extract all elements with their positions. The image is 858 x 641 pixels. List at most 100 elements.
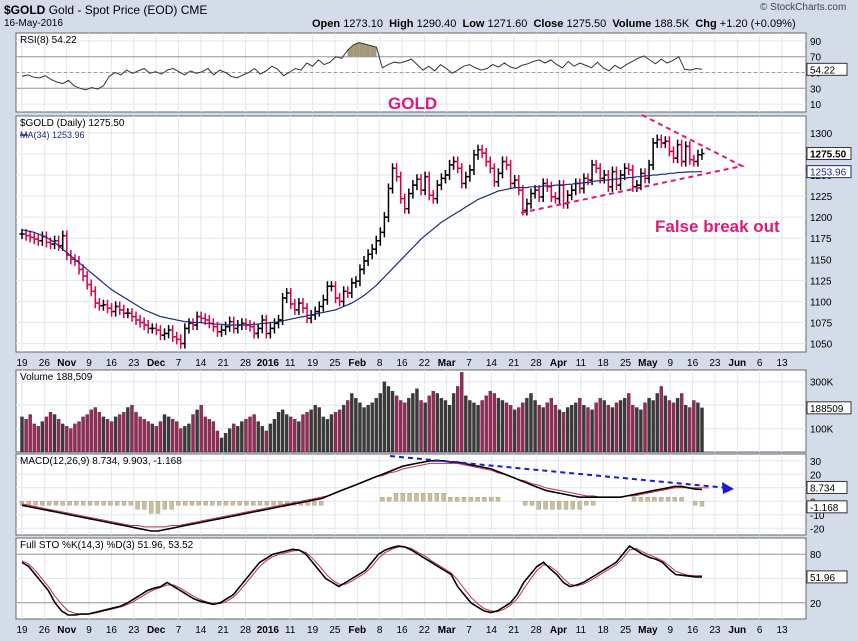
macd-histogram-bar <box>489 497 494 502</box>
volume-bar <box>256 421 260 453</box>
volume-bar <box>659 386 663 453</box>
header-title-row: $GOLD Gold - Spot Price (EOD) CME <box>4 3 207 17</box>
volume-bar <box>688 407 692 453</box>
watermark: © StockCharts.com <box>760 2 847 13</box>
y-tick-label-macd: 20 <box>810 470 822 481</box>
x-tick-label-mid: Feb <box>348 358 366 369</box>
macd-histogram-bar <box>495 497 501 502</box>
macd-histogram-bar <box>577 501 582 510</box>
macd-divergence-arrow <box>389 455 729 489</box>
volume-bar <box>77 421 81 453</box>
volume-bar <box>537 404 541 453</box>
x-tick-label-bottom: 11 <box>576 625 587 636</box>
x-tick-label-mid: 25 <box>329 358 341 369</box>
x-tick-label-bottom: 26 <box>39 625 51 636</box>
macd-histogram-bar <box>203 501 208 506</box>
chart-date: 16-May-2016 <box>4 18 63 29</box>
volume-bar <box>329 414 334 453</box>
volume-bar <box>183 426 187 453</box>
volume-bar <box>32 423 36 453</box>
macd-histogram-bar <box>189 501 195 506</box>
volume-bar <box>675 397 680 453</box>
x-tick-label-mid: 7 <box>176 358 182 369</box>
volume-bar <box>81 416 85 453</box>
volume-bar <box>390 390 395 453</box>
y-tick-label-macd: -10 <box>810 511 825 522</box>
volume-bar <box>170 419 175 453</box>
volume-bar <box>671 402 676 453</box>
volume-bar <box>508 404 513 453</box>
macd-histogram-bar <box>380 497 385 502</box>
x-tick-label-mid: 28 <box>531 358 543 369</box>
macd-histogram-bar <box>543 501 548 510</box>
rsi-overbought-fill <box>364 44 371 57</box>
volume-bar <box>541 407 545 453</box>
macd-histogram-bar <box>482 497 487 502</box>
volume-bar <box>317 407 321 453</box>
macd-histogram-bar <box>400 492 405 502</box>
x-tick-label-bottom: 14 <box>486 625 498 636</box>
macd-histogram-bar <box>121 501 127 506</box>
x-tick-label-bottom: Mar <box>438 625 456 636</box>
volume-bar <box>492 393 497 453</box>
macd-histogram-bar <box>631 497 637 502</box>
volume-bar <box>394 395 399 453</box>
volume-bar <box>639 409 643 453</box>
volume-bar <box>211 421 216 453</box>
volume-bar <box>415 388 419 453</box>
volume-bar <box>179 428 183 453</box>
macd-arrowhead <box>722 482 734 494</box>
volume-bar <box>158 421 163 453</box>
volume-bar <box>545 402 549 453</box>
macd-histogram-bar <box>115 501 120 506</box>
macd-histogram-bar <box>60 501 65 506</box>
macd-histogram-bar <box>393 492 399 502</box>
price-title: $GOLD (Daily) 1275.50 <box>20 118 125 129</box>
volume-bar <box>56 419 61 453</box>
volume-bar <box>219 437 224 453</box>
volume-bar <box>146 421 150 453</box>
x-tick-label-bottom: Feb <box>348 625 366 636</box>
macd-histogram-bar <box>210 501 215 506</box>
macd-histogram-bar <box>475 497 480 502</box>
macd-histogram-bar <box>251 501 256 506</box>
x-tick-label-bottom: 23 <box>709 625 721 636</box>
macd-histogram-bar <box>101 501 106 506</box>
chg-label: Chg <box>695 18 717 30</box>
x-tick-label-bottom: 21 <box>508 625 520 636</box>
macd-histogram-bar <box>652 497 657 502</box>
volume-bar <box>69 428 73 453</box>
x-tick-label-bottom: 25 <box>329 625 341 636</box>
volume-bar <box>337 409 342 453</box>
x-tick-label-bottom: 14 <box>195 625 207 636</box>
volume-bar <box>52 414 57 453</box>
volume-bar <box>464 395 468 453</box>
x-tick-label-mid: 2016 <box>257 358 280 369</box>
macd-histogram-bar <box>407 492 412 502</box>
volume-bar <box>244 419 248 453</box>
macd-histogram-bar <box>169 501 174 510</box>
sto-d-line <box>21 546 703 615</box>
macd-histogram-bar <box>67 501 72 506</box>
macd-histogram-bar <box>40 501 45 506</box>
macd-histogram-bar <box>550 501 555 510</box>
volume-bar <box>264 430 268 453</box>
x-tick-label-mid: 22 <box>419 358 431 369</box>
y-tick-label-price: 1175 <box>810 234 832 245</box>
y-tick-label-macd: -20 <box>810 524 825 535</box>
macd-histogram-bar <box>414 492 419 502</box>
macd-histogram-bar <box>237 501 242 506</box>
ma-legend: MA(34) 1253.96 <box>20 130 85 140</box>
macd-histogram-bar <box>461 497 467 502</box>
x-tick-label-mid: 19 <box>307 358 319 369</box>
x-tick-label-mid: Dec <box>147 358 166 369</box>
volume-bar <box>643 402 647 453</box>
volume-bar <box>533 400 537 453</box>
high-value: 1290.40 <box>416 18 457 30</box>
volume-bar <box>289 416 293 453</box>
volume-bar <box>427 395 431 453</box>
volume-bar <box>109 421 114 453</box>
volume-bar <box>85 414 89 453</box>
volume-bar <box>378 393 383 453</box>
